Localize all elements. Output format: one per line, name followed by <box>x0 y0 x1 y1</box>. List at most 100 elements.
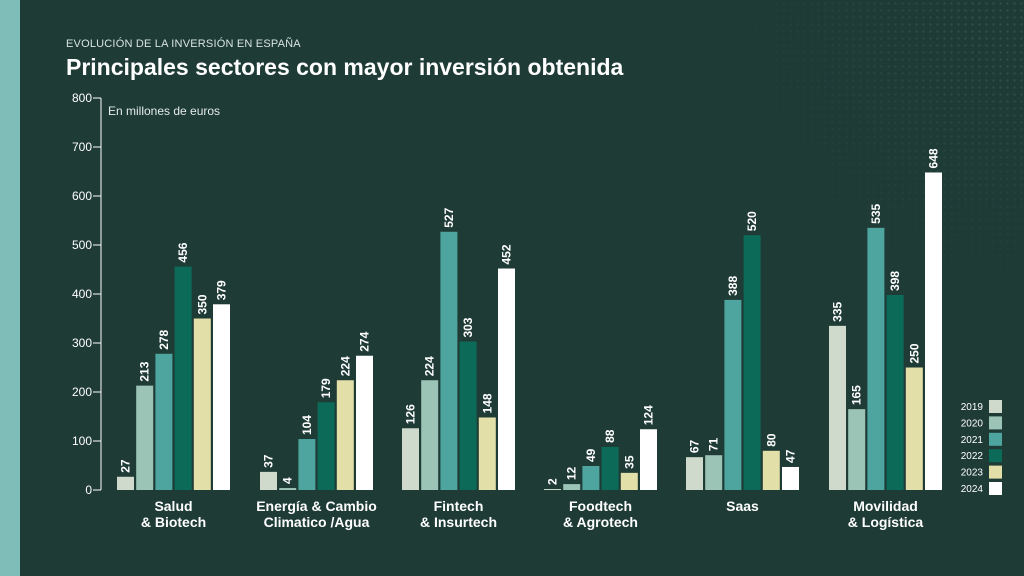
bar-value-label: 388 <box>726 276 740 296</box>
legend-label: 2022 <box>961 451 984 462</box>
bar-value-label: 520 <box>745 211 759 231</box>
bar <box>905 367 923 490</box>
bar-value-label: 350 <box>195 294 209 314</box>
bar <box>743 235 761 490</box>
bar <box>136 385 154 490</box>
bar-value-label: 37 <box>262 454 276 468</box>
bar-value-label: 2 <box>546 478 560 485</box>
bar-value-label: 535 <box>869 204 883 224</box>
bar-value-label: 27 <box>119 459 133 473</box>
bar <box>640 429 657 490</box>
x-category-label: & Logística <box>848 514 924 530</box>
bar <box>117 476 134 490</box>
x-category-label: Saas <box>726 498 759 514</box>
chart-title: Principales sectores con mayor inversión… <box>66 54 624 80</box>
bar <box>317 402 335 490</box>
bar <box>174 266 192 490</box>
bar-value-label: 104 <box>300 415 314 435</box>
left-accent-stripe <box>0 0 20 576</box>
bar <box>279 488 297 490</box>
bar-value-label: 379 <box>215 280 229 300</box>
y-tick-label: 300 <box>72 336 92 350</box>
bar-value-label: 456 <box>176 242 190 262</box>
x-category-label: Movilidad <box>853 498 918 514</box>
y-tick-label: 500 <box>72 238 92 252</box>
bar <box>356 355 373 490</box>
bar-value-label: 148 <box>480 393 494 413</box>
x-category-label: & Insurtech <box>420 514 497 530</box>
bar-value-label: 35 <box>622 455 636 469</box>
bar <box>498 268 515 490</box>
y-tick-label: 100 <box>72 434 92 448</box>
legend-swatch <box>989 400 1002 413</box>
bar-value-label: 278 <box>157 329 171 349</box>
legend-swatch <box>989 432 1002 446</box>
bar <box>601 446 619 490</box>
legend-label: 2019 <box>961 402 984 413</box>
x-category-label: Salud <box>154 498 192 514</box>
bar <box>782 466 799 490</box>
x-category-label: Foodtech <box>569 498 632 514</box>
bar-value-label: 124 <box>642 405 656 425</box>
bar-value-label: 126 <box>404 404 418 424</box>
legend-swatch <box>989 416 1002 430</box>
bar <box>886 294 904 490</box>
bar <box>848 409 866 490</box>
bar-value-label: 250 <box>907 343 921 363</box>
bar <box>620 472 638 490</box>
x-category-label: Fintech <box>434 498 484 514</box>
bar-value-label: 527 <box>442 207 456 227</box>
legend-label: 2024 <box>961 484 984 495</box>
bar-value-label: 67 <box>688 439 702 453</box>
legend-label: 2023 <box>961 468 984 479</box>
x-category-label: Energía & Cambio <box>256 498 377 514</box>
bar-value-label: 274 <box>358 331 372 351</box>
bar <box>193 318 211 490</box>
bar <box>213 304 230 490</box>
bar <box>867 227 885 490</box>
bar <box>260 471 277 490</box>
legend-swatch <box>989 465 1002 479</box>
legend-label: 2021 <box>961 435 984 446</box>
bar <box>544 489 561 490</box>
bar-value-label: 165 <box>850 385 864 405</box>
bar-value-label: 213 <box>138 361 152 381</box>
x-category-label: & Biotech <box>141 514 206 530</box>
bar-value-label: 47 <box>784 449 798 463</box>
bar-value-label: 49 <box>584 448 598 462</box>
bar <box>298 439 316 490</box>
x-category-label: & Agrotech <box>563 514 638 530</box>
bar-value-label: 179 <box>319 378 333 398</box>
bar <box>421 380 439 490</box>
bar <box>582 465 600 490</box>
y-tick-label: 800 <box>72 91 92 105</box>
legend-swatch <box>989 449 1002 463</box>
bar-value-label: 452 <box>500 244 514 264</box>
bar-value-label: 4 <box>281 477 295 484</box>
bar <box>336 380 354 490</box>
bar <box>829 325 846 490</box>
legend-label: 2020 <box>961 418 984 429</box>
bar <box>440 231 458 490</box>
x-category-label: Climatico /Agua <box>264 514 370 530</box>
bar <box>762 450 780 490</box>
y-tick-label: 600 <box>72 189 92 203</box>
bar-value-label: 80 <box>764 433 778 447</box>
y-tick-label: 0 <box>85 483 92 497</box>
y-tick-label: 700 <box>72 140 92 154</box>
bar <box>459 341 477 490</box>
bar-value-label: 335 <box>831 302 845 322</box>
y-tick-label: 400 <box>72 287 92 301</box>
bar-value-label: 224 <box>338 356 352 376</box>
y-tick-label: 200 <box>72 385 92 399</box>
bar <box>925 172 942 491</box>
legend-swatch <box>989 482 1002 495</box>
bar <box>402 428 419 490</box>
bar <box>724 299 742 490</box>
bar-value-label: 71 <box>707 438 721 452</box>
bar <box>705 455 723 490</box>
bar-value-label: 303 <box>461 317 475 337</box>
y-axis-label: En millones de euros <box>108 104 220 118</box>
bar-value-label: 648 <box>927 148 941 168</box>
